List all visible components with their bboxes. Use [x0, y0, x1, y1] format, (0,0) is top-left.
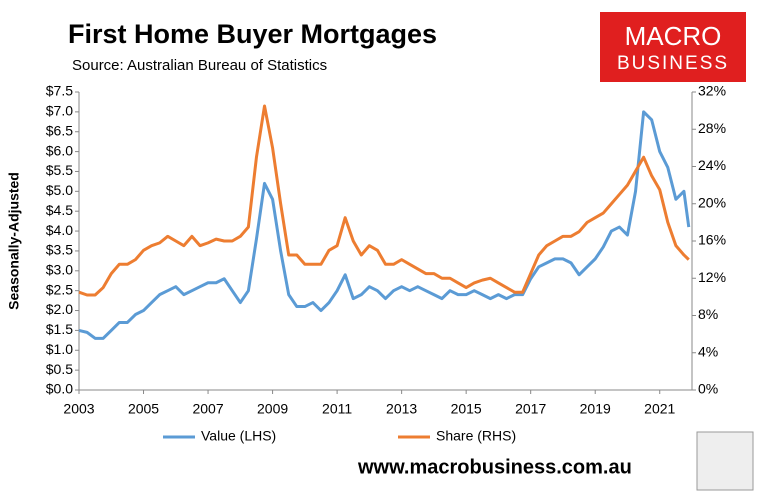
y2-tick-label: 8% [698, 306, 718, 322]
y-tick-label: $3.5 [46, 242, 73, 258]
x-tick-label: 2009 [257, 401, 288, 417]
y-tick-label: $4.0 [46, 222, 73, 238]
x-tick-label: 2015 [451, 401, 482, 417]
y-tick-label: $1.5 [46, 321, 73, 337]
x-tick-label: 2003 [63, 401, 94, 417]
y2-tick-label: 24% [698, 157, 726, 173]
y-tick-label: $7.0 [46, 103, 73, 119]
y-tick-label: $0.0 [46, 381, 73, 397]
y2-tick-label: 16% [698, 232, 726, 248]
y2-tick-label: 0% [698, 381, 718, 397]
x-tick-label: 2005 [128, 401, 159, 417]
logo-text: MACRO [625, 21, 722, 51]
wolf-icon [696, 431, 754, 491]
y2-tick-label: 4% [698, 343, 718, 359]
y-axis-label: Seasonally-Adjusted [6, 172, 22, 310]
x-tick-label: 2013 [386, 401, 417, 417]
x-tick-label: 2017 [515, 401, 546, 417]
y-tick-label: $0.5 [46, 361, 73, 377]
line-series [78, 104, 690, 297]
line-series [78, 110, 691, 340]
x-tick-label: 2011 [322, 401, 352, 417]
y-tick-label: $6.5 [46, 122, 73, 138]
y-tick-label: $7.5 [46, 83, 73, 99]
logo-text: BUSINESS [617, 53, 729, 74]
x-tick-label: 2021 [644, 401, 675, 417]
x-tick-label: 2019 [580, 401, 611, 417]
chart-title: First Home Buyer Mortgages [68, 19, 437, 49]
y2-tick-label: 28% [698, 120, 726, 136]
y2-tick-label: 12% [698, 269, 726, 285]
y-tick-label: $5.0 [46, 182, 73, 198]
legend-label: Value (LHS) [201, 428, 276, 444]
x-tick-label: 2007 [192, 401, 223, 417]
y-tick-label: $6.0 [46, 142, 73, 158]
y-tick-label: $2.0 [46, 301, 73, 317]
website: www.macrobusiness.com.au [357, 456, 632, 478]
y2-tick-label: 20% [698, 194, 726, 210]
y-tick-label: $2.5 [46, 281, 73, 297]
y2-tick-label: 32% [698, 83, 726, 99]
y-tick-label: $1.0 [46, 341, 73, 357]
chart-subtitle: Source: Australian Bureau of Statistics [72, 57, 327, 74]
legend-label: Share (RHS) [436, 428, 516, 444]
y-tick-label: $5.5 [46, 162, 73, 178]
logo [600, 12, 746, 82]
y-tick-label: $3.0 [46, 262, 73, 278]
y-tick-label: $4.5 [46, 202, 73, 218]
